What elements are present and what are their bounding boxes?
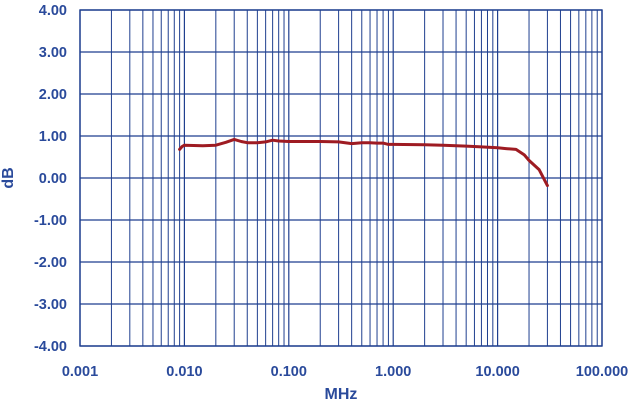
grid: [79, 9, 603, 347]
y-tick-label: -2.00: [34, 255, 67, 271]
y-tick-label: 2.00: [39, 87, 67, 103]
y-tick-label: -3.00: [34, 297, 67, 313]
y-axis-title: dB: [0, 167, 17, 188]
x-tick-label: 0.100: [271, 364, 307, 380]
y-tick-label: 1.00: [39, 129, 67, 145]
tick-labels: 4.00 3.00 2.00 1.00 0.00 -1.00 -2.00 -3.00 -4.00…: [34, 3, 628, 380]
y-tick-label: 3.00: [39, 45, 67, 61]
x-tick-label: 0.001: [62, 364, 98, 380]
series-layer: [178, 137, 549, 188]
x-tick-label: 10.000: [475, 364, 519, 380]
x-axis-title: MHz: [325, 386, 358, 403]
x-tick-label: 1.000: [375, 364, 411, 380]
plot-border: [79, 9, 603, 347]
x-tick-label: 100.000: [576, 364, 628, 380]
series-line: [178, 137, 549, 188]
y-tick-label: -1.00: [34, 213, 67, 229]
y-tick-label: -4.00: [34, 339, 67, 355]
y-tick-label: 4.00: [39, 3, 67, 19]
x-tick-label: 0.010: [166, 364, 202, 380]
y-tick-label: 0.00: [39, 171, 67, 187]
